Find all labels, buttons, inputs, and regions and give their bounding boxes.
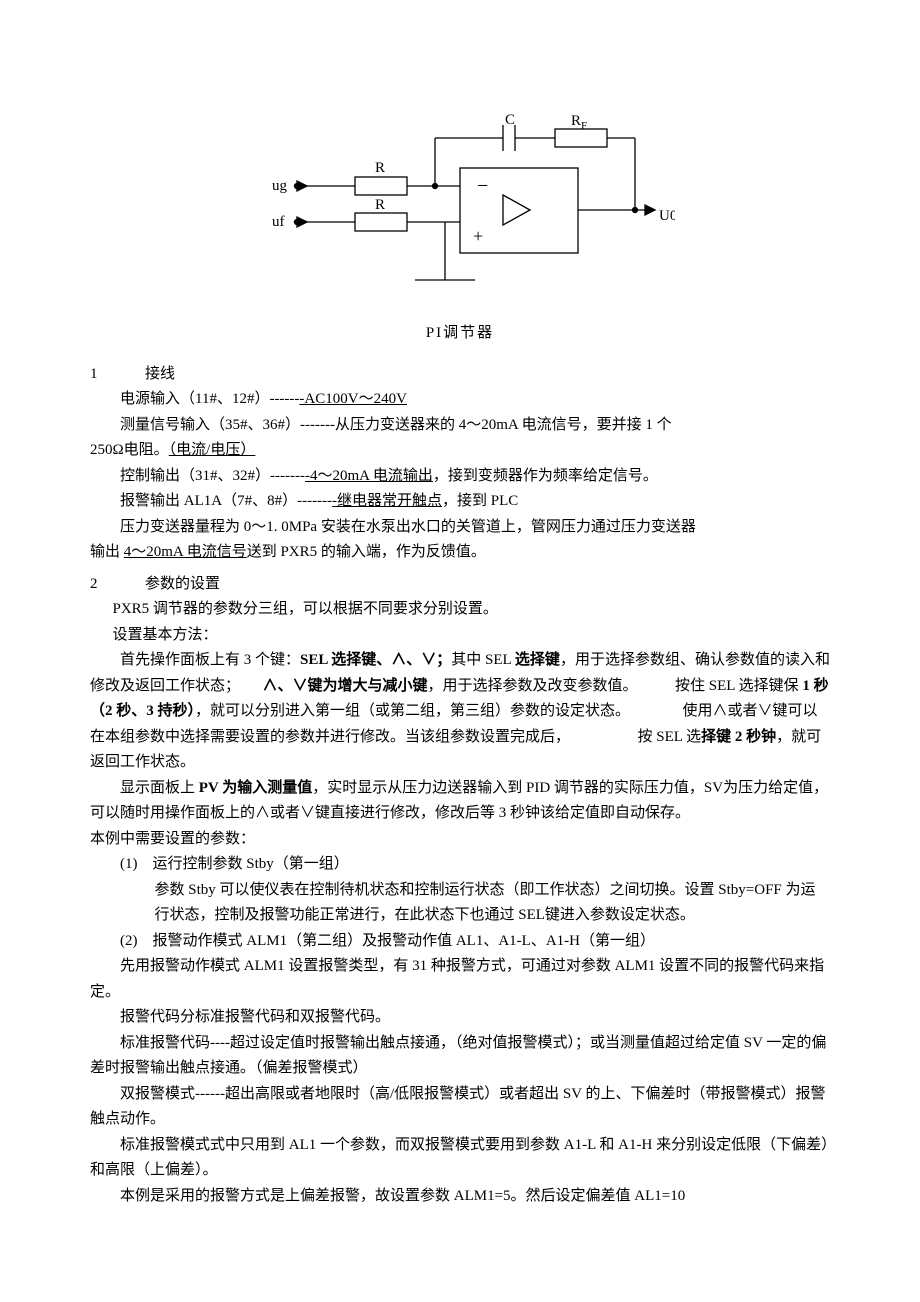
s1-line2b: 250Ω电阻。（电流/电压） [90,438,830,464]
s2-p7: 标准报警模式式中只用到 AL1 一个参数，而双报警模式要用到参数 A1-L 和 … [90,1133,830,1184]
s1-line1: 电源输入（11#、12#）-------AC100V～240V [90,387,830,413]
label-plus: + [473,226,483,246]
section2-num: 2 [90,572,145,598]
s1-line5b: 输出 4～20mA 电流信号送到 PXR5 的输入端，作为反馈值。 [90,540,830,566]
s2-item1-body: 参数 Stby 可以使仪表在控制待机状态和控制运行状态（即工作状态）之间切换。设… [155,878,831,929]
label-rf-sub: F [581,120,587,132]
label-uo: U0 [659,208,675,224]
s1-line3: 控制输出（31#、32#）--------4～20mA 电流输出，接到变频器作为… [90,464,830,490]
pi-regulator-diagram: ug uf R R C R F − + U0 PI调节器 [90,110,830,347]
s1-line4: 报警输出 AL1A（7#、8#）--------继电器常开触点，接到 PLC [90,489,830,515]
label-r1: R [375,160,385,176]
section1-title: 接线 [145,366,175,382]
s2-p5: 标准报警代码----超过设定值时报警输出触点接通，（绝对值报警模式）；或当测量值… [90,1031,830,1082]
s1-line2a: 测量信号输入（35#、36#）-------从压力变送器来的 4～20mA 电流… [90,413,830,439]
label-minus: − [477,175,488,197]
s2-line1: PXR5 调节器的参数分三组，可以根据不同要求分别设置。 [113,597,831,623]
section1-heading: 1接线 [90,362,830,388]
section2-heading: 2参数的设置 [90,572,830,598]
label-c: C [505,112,515,128]
circuit-svg: ug uf R R C R F − + U0 [245,110,675,315]
section2-title: 参数的设置 [145,576,220,592]
diagram-caption: PI调节器 [90,321,830,347]
s2-line2: 设置基本方法： [113,623,831,649]
s2-p3: 先用报警动作模式 ALM1 设置报警类型，有 31 种报警方式，可通过对参数 A… [90,954,830,1005]
label-ug: ug [272,178,288,194]
label-rf: R [571,113,581,129]
label-uf: uf [272,214,285,230]
section1-num: 1 [90,362,145,388]
s2-item1: (1) 运行控制参数 Stby（第一组） [120,852,830,878]
label-r2: R [375,197,385,213]
s2-p2: 显示面板上 PV 为输入测量值，实时显示从压力边送器输入到 PID 调节器的实际… [90,776,830,827]
s2-p6: 双报警模式------超出高限或者地限时（高/低限报警模式）或者超出 SV 的上… [90,1082,830,1133]
s1-line5a: 压力变送器量程为 0～1. 0MPa 安装在水泵出水口的关管道上，管网压力通过压… [90,515,830,541]
s2-p1: 首先操作面板上有 3 个键：SEL 选择键、∧、∨；其中 SEL 选择键，用于选… [90,648,830,776]
s2-p4: 报警代码分标准报警代码和双报警代码。 [90,1005,830,1031]
s2-p8: 本例是采用的报警方式是上偏差报警，故设置参数 ALM1=5。然后设定偏差值 AL… [90,1184,830,1210]
s2-heading3: 本例中需要设置的参数： [90,827,830,853]
s2-item2: (2) 报警动作模式 ALM1（第二组）及报警动作值 AL1、A1-L、A1-H… [120,929,830,955]
